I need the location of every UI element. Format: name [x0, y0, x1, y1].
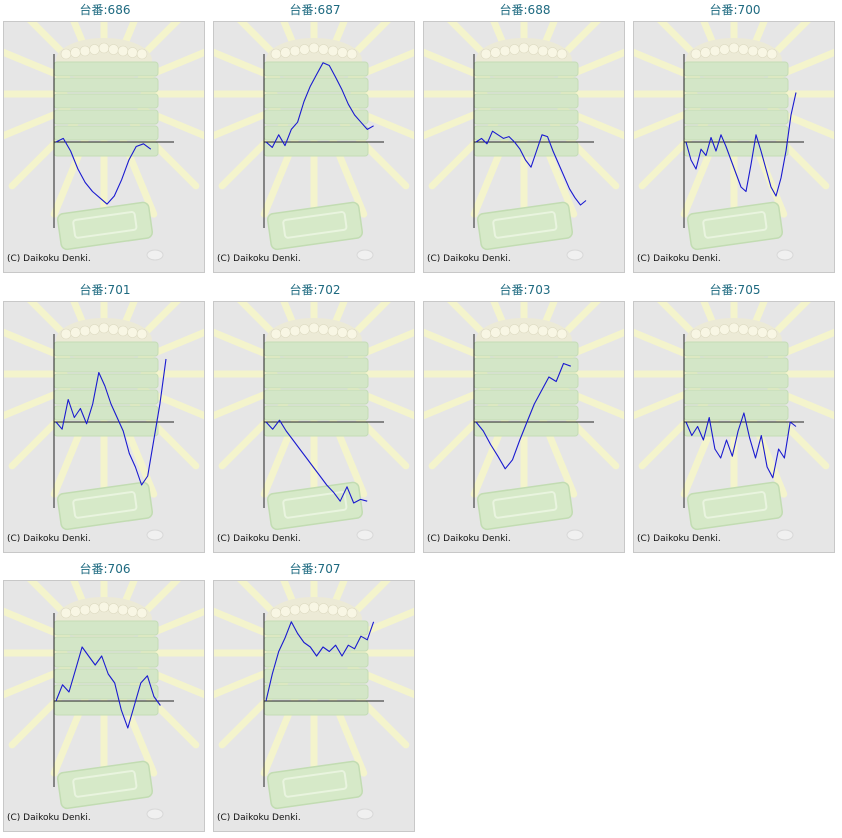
graph-panel: (C) Daikoku Denki.: [213, 580, 415, 832]
machine-graph-cell: 台番:686 (C) Daikoku Denki.: [0, 0, 210, 273]
machine-background-art: [214, 302, 414, 541]
payout-line: [475, 130, 587, 206]
machine-number-title[interactable]: 台番:706: [79, 562, 131, 576]
machine-number-title[interactable]: 台番:705: [709, 283, 761, 297]
graph-svg: [4, 581, 204, 820]
graph-svg: [214, 581, 414, 820]
machine-background-art: [634, 22, 834, 261]
machine-graph-cell: 台番:705 (C) Daikoku Denki.: [630, 280, 840, 553]
graph-panel: (C) Daikoku Denki.: [213, 301, 415, 553]
machine-number-title[interactable]: 台番:701: [79, 283, 131, 297]
payout-line: [55, 646, 161, 729]
machine-number-title[interactable]: 台番:688: [499, 3, 551, 17]
graph-panel: (C) Daikoku Denki.: [3, 301, 205, 553]
graph-panel: (C) Daikoku Denki.: [3, 21, 205, 273]
payout-line: [685, 412, 797, 479]
graph-svg: [634, 22, 834, 261]
graph-panel: (C) Daikoku Denki.: [633, 301, 835, 553]
machine-background-art: [4, 581, 204, 820]
copyright-text: (C) Daikoku Denki.: [427, 534, 511, 544]
graph-panel: (C) Daikoku Denki.: [213, 21, 415, 273]
machine-number-title[interactable]: 台番:703: [499, 283, 551, 297]
graph-panel: (C) Daikoku Denki.: [3, 580, 205, 832]
machine-background-art: [214, 22, 414, 261]
copyright-text: (C) Daikoku Denki.: [7, 254, 91, 264]
machine-graph-cell: 台番:706 (C) Daikoku Denki.: [0, 559, 210, 832]
copyright-text: (C) Daikoku Denki.: [637, 534, 721, 544]
payout-line: [265, 419, 368, 504]
graph-svg: [424, 302, 624, 541]
machine-graph-cell: 台番:707 (C) Daikoku Denki.: [210, 559, 420, 832]
copyright-text: (C) Daikoku Denki.: [7, 534, 91, 544]
copyright-text: (C) Daikoku Denki.: [7, 813, 91, 823]
machine-graph-cell: 台番:687 (C) Daikoku Denki.: [210, 0, 420, 273]
payout-line: [685, 92, 797, 197]
graph-svg: [4, 22, 204, 261]
payout-line: [265, 621, 375, 702]
machine-graph-cell: 台番:702 (C) Daikoku Denki.: [210, 280, 420, 553]
machine-graph-cell: 台番:701 (C) Daikoku Denki.: [0, 280, 210, 553]
machine-graph-cell: 台番:703 (C) Daikoku Denki.: [420, 280, 630, 553]
graph-svg: [424, 22, 624, 261]
graph-svg: [214, 302, 414, 541]
graph-svg: [4, 302, 204, 541]
payout-line: [475, 362, 571, 470]
machine-background-art: [214, 581, 414, 820]
machine-background-art: [4, 302, 204, 541]
machine-background-art: [634, 302, 834, 541]
machine-background-art: [424, 22, 624, 261]
payout-line: [55, 137, 152, 205]
copyright-text: (C) Daikoku Denki.: [217, 254, 301, 264]
copyright-text: (C) Daikoku Denki.: [217, 534, 301, 544]
machine-graph-cell: 台番:688 (C) Daikoku Denki.: [420, 0, 630, 273]
machine-number-title[interactable]: 台番:700: [709, 3, 761, 17]
payout-line: [55, 358, 167, 486]
machine-graph-cell: 台番:700 (C) Daikoku Denki.: [630, 0, 840, 273]
machine-number-title[interactable]: 台番:686: [79, 3, 131, 17]
copyright-text: (C) Daikoku Denki.: [637, 254, 721, 264]
copyright-text: (C) Daikoku Denki.: [217, 813, 301, 823]
graph-svg: [634, 302, 834, 541]
payout-line: [265, 62, 374, 148]
machine-number-title[interactable]: 台番:707: [289, 562, 341, 576]
graph-panel: (C) Daikoku Denki.: [423, 301, 625, 553]
copyright-text: (C) Daikoku Denki.: [427, 254, 511, 264]
graph-svg: [214, 22, 414, 261]
machine-background-art: [424, 302, 624, 541]
graph-panel: (C) Daikoku Denki.: [633, 21, 835, 273]
machine-number-title[interactable]: 台番:702: [289, 283, 341, 297]
machine-number-title[interactable]: 台番:687: [289, 3, 341, 17]
graph-panel: (C) Daikoku Denki.: [423, 21, 625, 273]
machine-background-art: [4, 22, 204, 261]
